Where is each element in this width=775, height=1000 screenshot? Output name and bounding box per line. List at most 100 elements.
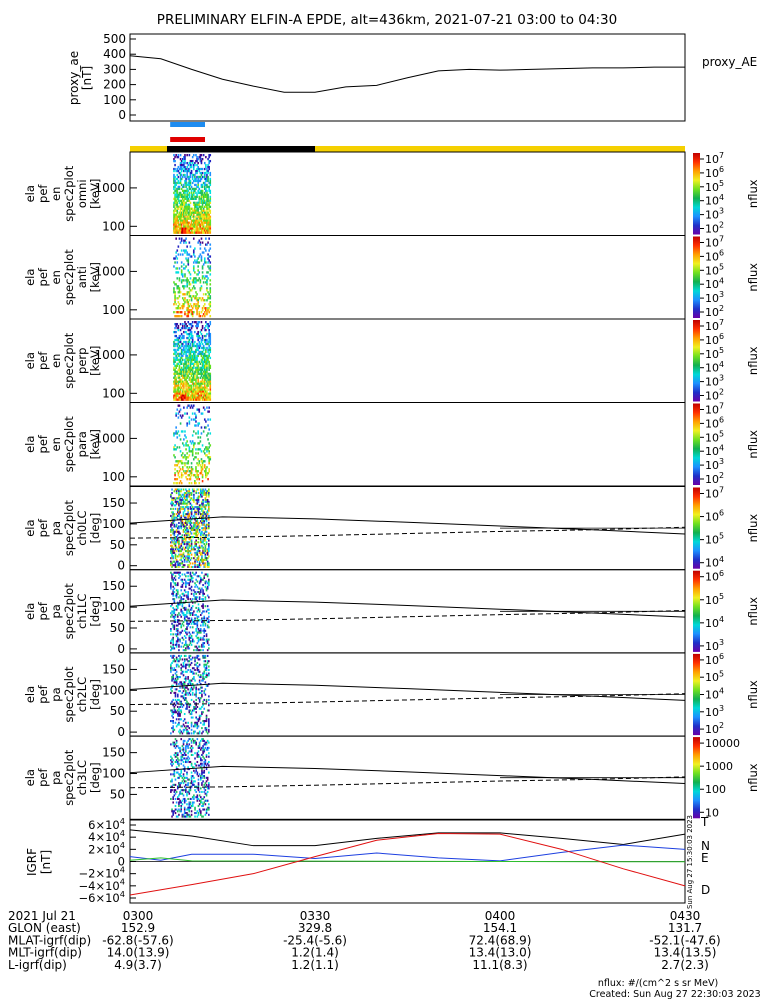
pa-panel-0-cell — [195, 511, 197, 514]
spec-panel-1-cell — [184, 311, 186, 314]
pa-panel-0-cell — [185, 506, 187, 509]
spec-panel-2-cell — [202, 386, 205, 389]
spec-panel-2-cell — [180, 386, 183, 389]
pa-panel-1-cell — [193, 592, 195, 595]
spec-panel-1-cell — [188, 295, 191, 298]
pa-panel-1-cell — [197, 603, 200, 606]
pa-panel-2-cell — [194, 658, 196, 661]
spec-panel-2-cell — [184, 322, 186, 326]
spec-panel-3-cell — [201, 412, 204, 415]
pa-panel-1-cell — [187, 608, 189, 611]
pa-panel-2-cell — [180, 702, 183, 705]
pa-panel-0-cell — [196, 564, 199, 567]
spec-panel-2-cell — [190, 372, 193, 375]
pa-panel-2-cell — [182, 661, 185, 664]
spec-panel-2-cell — [207, 392, 209, 395]
spec-panel-0-cell — [194, 211, 196, 214]
pa-panel-2-cell — [203, 672, 206, 675]
spec-panel-0-cell — [194, 203, 196, 206]
pa-panel-2-cell — [197, 688, 200, 691]
pa-panel-3-cell — [179, 790, 181, 793]
spec-panel-2-cell — [190, 348, 193, 352]
pa-panel-0-cell — [178, 550, 180, 553]
spec-panel-0-cell — [179, 181, 182, 185]
pa-panel-0-cell — [172, 518, 174, 521]
pa-panel-0-cell — [197, 500, 200, 503]
pa-panel-1-cell — [187, 647, 189, 650]
pa-panel-2-loss-cone-line — [129, 682, 686, 701]
spec-panel-0-cell — [176, 167, 179, 171]
pa-panel-0-cell — [180, 507, 183, 510]
spec-panel-0-cell — [197, 191, 199, 195]
spec-panel-3-cell — [187, 456, 190, 459]
spec-panel-0-cell — [174, 175, 176, 179]
pa-panel-0-cell — [190, 518, 193, 521]
spec-panel-3-cell — [208, 470, 210, 473]
pa-panel-3-cell — [202, 815, 204, 818]
pa-panel-0-cell — [172, 550, 174, 553]
spec-panel-2-cell — [177, 390, 180, 393]
spec-panel-2-cell — [203, 366, 206, 369]
pa-panel-3-cell — [185, 753, 187, 756]
pa-panel-0-cell — [201, 502, 203, 505]
pa-panel-3-cell — [203, 757, 206, 760]
spec-panel-2-cell — [175, 384, 177, 387]
spec-panel-2-cell — [181, 376, 184, 379]
spec-panel-2-cell — [176, 322, 179, 326]
spec-panel-1-cell — [199, 281, 202, 284]
spec-panel-3-cell — [188, 470, 191, 473]
spec-panel-2-cell — [187, 394, 190, 397]
pa-panel-0-cell — [178, 514, 180, 517]
spec-panel-0-cell — [207, 185, 209, 189]
pa-panel-0-cell — [197, 527, 200, 530]
spec-panel-1-cell — [206, 287, 208, 290]
pa-panel-2-cell — [194, 656, 196, 659]
igrf-ylabel: IGRF — [25, 848, 39, 876]
pa-panel-2-cell — [178, 711, 180, 714]
pa-panel-0-cell — [190, 565, 193, 568]
spec-panel-2-cell — [208, 368, 210, 371]
spec-panel-2-cell — [208, 376, 210, 379]
spec-panel-2-cell — [203, 388, 206, 391]
spec-panel-0-cell — [184, 191, 186, 195]
pa-panel-3-cell — [196, 760, 199, 764]
pa-panel-0-cell — [204, 562, 207, 565]
spec-panel-0-cell — [173, 167, 175, 171]
spec-panel-0-cell — [203, 187, 206, 191]
pa-panel-0-cell — [201, 553, 203, 556]
pa-panel-3-cell — [175, 752, 178, 755]
pa-panel-1-cell — [198, 587, 201, 590]
pa-panel-3-cell — [183, 752, 186, 755]
spec-panel-0-cell — [175, 177, 177, 181]
pa-panel-0-cell — [191, 499, 194, 502]
spec-panel-2-cell — [197, 332, 199, 336]
pa-panel-2-cell — [170, 702, 172, 705]
spec-panel-2-cell — [179, 360, 182, 364]
spec-panel-1-cell — [196, 297, 198, 300]
pa-panel-3-cell — [193, 796, 195, 799]
pa-panel-2-cell — [175, 718, 178, 721]
spec-panel-0-cell — [174, 231, 176, 234]
pa-panel-2-ylabel: [deg] — [88, 679, 102, 710]
pa-panel-0-cell — [187, 495, 189, 498]
spec-panel-0-cell — [198, 217, 201, 220]
spec-panel-2-cell — [200, 370, 203, 373]
pa-panel-3-cell — [195, 769, 197, 772]
pa-panel-1-cell — [190, 575, 193, 578]
pa-panel-0-cell — [182, 525, 185, 528]
pa-panel-1-cell — [194, 582, 196, 585]
spec-panel-2-cell — [187, 348, 190, 352]
spec-panel-2-cell — [174, 396, 176, 399]
pa-panel-3-cell — [171, 785, 173, 788]
spec-panel-0-cell — [184, 201, 186, 204]
spec-panel-0-cell — [176, 217, 179, 220]
pa-panel-0-cell — [206, 557, 209, 560]
spec-panel-0-cell — [183, 183, 185, 187]
pa-panel-0-cell — [197, 497, 200, 500]
spec-panel-2-cell — [199, 350, 202, 354]
footer-row-value: 4.9(3.7) — [114, 958, 162, 972]
spec-panel-2-cell — [192, 364, 195, 368]
spec-panel-0-cell — [199, 225, 202, 228]
spec-panel-0-cell — [174, 181, 176, 185]
spec-panel-3-cell — [202, 450, 205, 453]
